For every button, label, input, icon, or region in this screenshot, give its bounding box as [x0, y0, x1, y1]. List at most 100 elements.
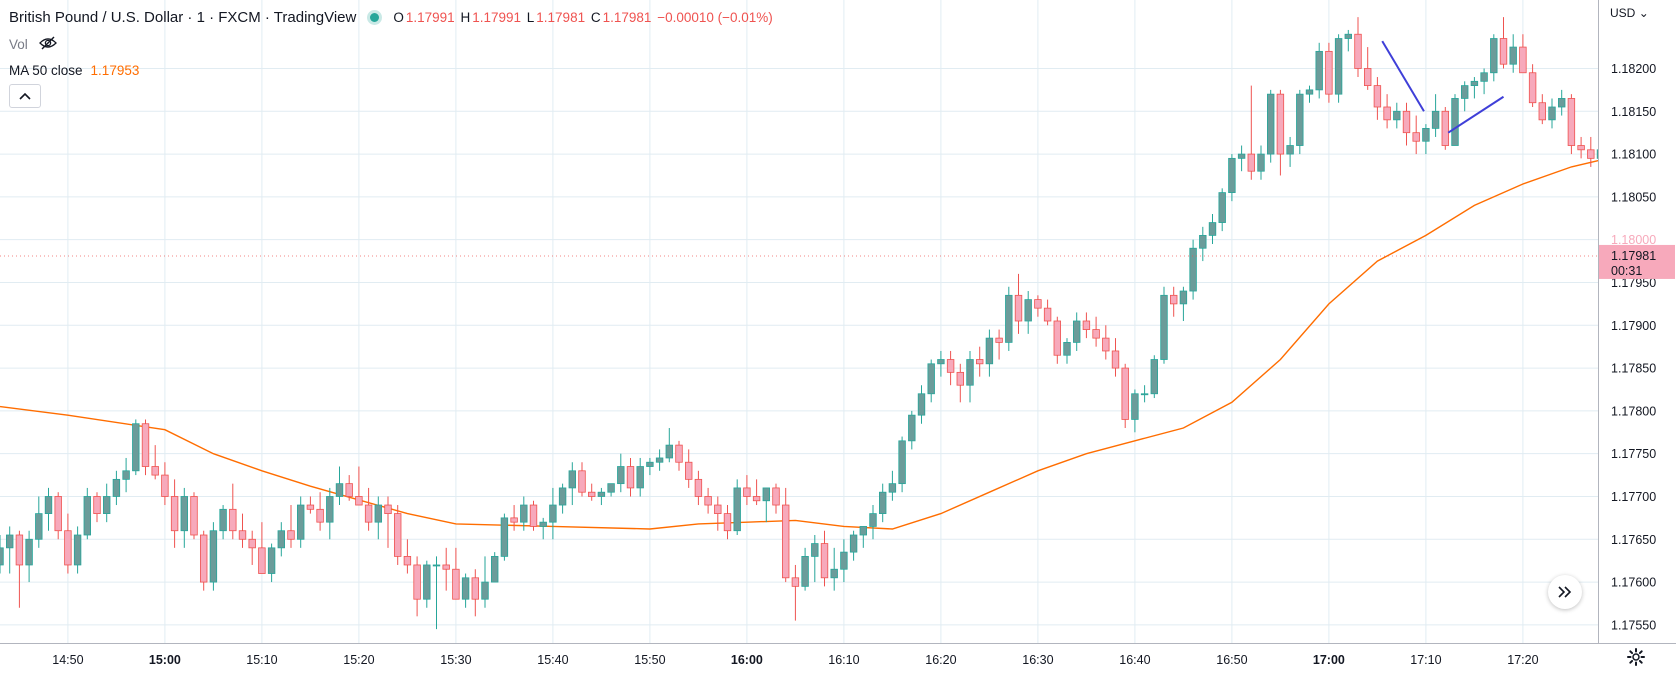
- candle-body: [510, 517, 518, 523]
- price-tick-label: 1.17600: [1611, 576, 1656, 590]
- trend-line[interactable]: [1381, 40, 1425, 112]
- candle: [1053, 316, 1061, 364]
- trend-line[interactable]: [1447, 95, 1505, 134]
- candle-body: [1567, 98, 1576, 146]
- time-tick-label: 15:10: [246, 653, 277, 667]
- candle: [384, 496, 392, 548]
- candle: [520, 496, 528, 531]
- candle-body: [461, 577, 470, 600]
- candle-body: [374, 504, 382, 523]
- candle: [1247, 85, 1255, 180]
- candle-body: [588, 491, 596, 497]
- candle-body: [1247, 153, 1255, 172]
- candle-body: [1034, 299, 1042, 309]
- candle-body: [151, 466, 159, 476]
- candle: [908, 410, 916, 450]
- candle: [35, 496, 43, 548]
- candle: [820, 530, 829, 587]
- candle: [277, 522, 285, 557]
- candle: [995, 329, 1003, 360]
- time-tick-label: 15:00: [149, 653, 181, 667]
- candle-body: [219, 508, 227, 532]
- candle: [1218, 188, 1226, 232]
- candle-body: [403, 556, 412, 566]
- candle: [1034, 295, 1042, 317]
- ma-label[interactable]: MA 50 close: [9, 62, 83, 78]
- candle: [529, 500, 538, 531]
- price-tick-label: 1.17900: [1611, 319, 1656, 333]
- candle: [25, 530, 33, 583]
- eye-crossed-icon[interactable]: [38, 35, 58, 54]
- candle-body: [229, 508, 237, 532]
- collapse-legend-button[interactable]: [9, 84, 41, 108]
- candle-body: [1441, 110, 1449, 146]
- candle-body: [1228, 157, 1236, 194]
- time-tick-label: 16:40: [1119, 653, 1150, 667]
- candle: [1228, 154, 1236, 202]
- candle: [248, 530, 256, 565]
- candle-body: [35, 513, 43, 540]
- candle-body: [122, 470, 130, 480]
- bar-countdown-label: 00:31: [1611, 264, 1642, 278]
- candle-body: [490, 556, 499, 583]
- candle: [1499, 17, 1508, 69]
- chart-settings-button[interactable]: [1624, 645, 1648, 669]
- chart-grid: [0, 0, 1598, 643]
- candle: [976, 346, 984, 377]
- candle-body: [287, 530, 295, 540]
- candle: [946, 350, 955, 386]
- scroll-to-realtime-button[interactable]: [1548, 575, 1582, 609]
- price-tick-label: 1.17950: [1611, 276, 1656, 290]
- candle-body: [908, 414, 916, 442]
- candle: [898, 436, 906, 493]
- candle: [335, 466, 344, 506]
- candle-body: [209, 530, 218, 583]
- chart-legend: British Pound / U.S. Dollar · 1 · FXCM ·…: [9, 6, 775, 81]
- candle-body: [646, 461, 654, 467]
- candle-body: [93, 496, 101, 515]
- candle-body: [617, 466, 625, 485]
- candle: [374, 496, 382, 540]
- candle-body: [937, 359, 945, 365]
- candle-body: [190, 496, 198, 536]
- candle-body: [296, 504, 305, 540]
- candle: [1577, 136, 1585, 159]
- candle: [937, 350, 945, 377]
- candle: [1024, 291, 1032, 334]
- candle: [607, 483, 615, 497]
- candle: [733, 479, 741, 535]
- candle: [6, 526, 14, 574]
- candle-body: [1519, 46, 1527, 74]
- time-tick-label: 15:30: [440, 653, 471, 667]
- currency-selector[interactable]: USD ⌄: [1610, 6, 1649, 20]
- price-tick-label: 1.17700: [1611, 490, 1656, 504]
- trend-line-drawings[interactable]: [0, 40, 1598, 257]
- candle-body: [393, 513, 402, 557]
- candle: [782, 487, 790, 583]
- candle: [985, 329, 994, 377]
- open-value: 1.17991: [405, 9, 455, 25]
- candle: [549, 487, 557, 540]
- candle: [316, 492, 324, 531]
- candle-body: [714, 504, 722, 515]
- candle-body: [267, 547, 276, 574]
- candle: [500, 513, 509, 561]
- symbol-title[interactable]: British Pound / U.S. Dollar · 1 · FXCM ·…: [9, 8, 357, 26]
- candle-body: [44, 496, 53, 515]
- candle: [1451, 94, 1459, 146]
- candle-body: [1364, 68, 1372, 87]
- candle-body: [238, 530, 247, 540]
- candle: [471, 569, 479, 617]
- candle: [1393, 102, 1401, 129]
- vol-label[interactable]: Vol: [9, 36, 28, 52]
- candle: [83, 487, 91, 540]
- candle: [1490, 34, 1498, 82]
- price-scale[interactable]: 1.17550 1.17600 1.17650 1.17700 1.17750 1.178…: [1598, 0, 1676, 675]
- candle: [558, 483, 567, 514]
- candle: [568, 462, 576, 506]
- time-scale[interactable]: 14:50 15:00 15:10 15:20 15:30 15:40 15:50 16:00…: [0, 643, 1676, 675]
- time-tick-label: 14:50: [52, 653, 83, 667]
- candle-body: [141, 423, 150, 467]
- candle: [1160, 286, 1168, 364]
